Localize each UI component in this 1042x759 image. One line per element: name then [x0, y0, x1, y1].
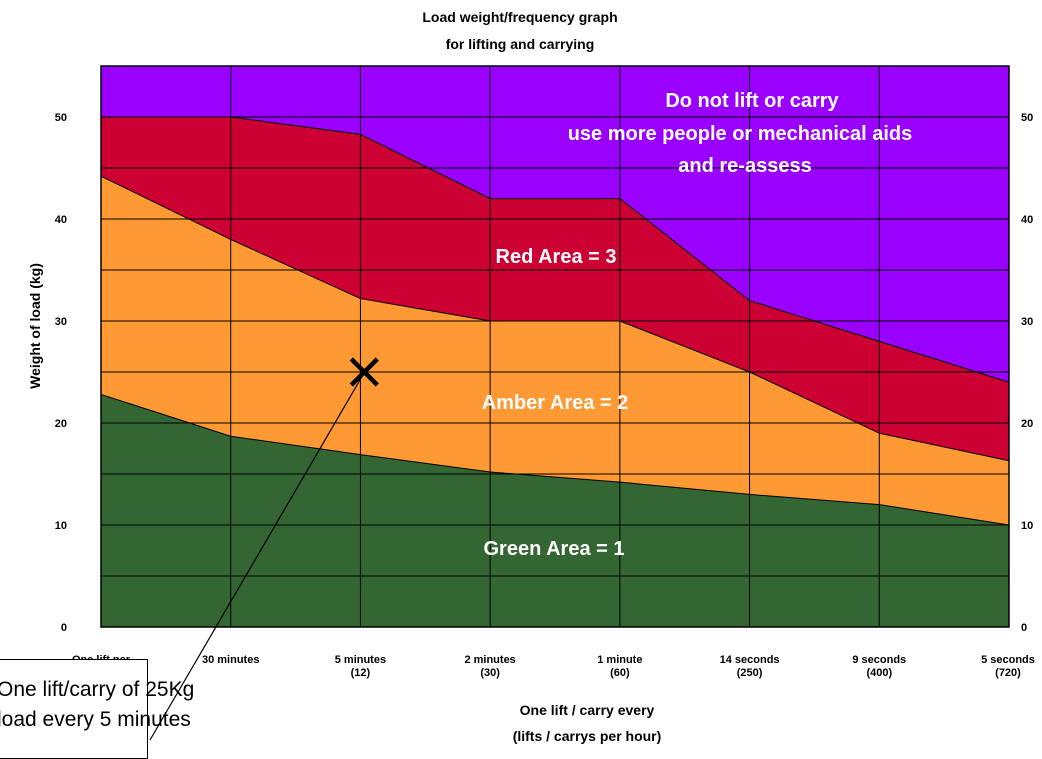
- green-area-label: Green Area = 1: [483, 538, 624, 560]
- y-tick-label-right: 30: [1021, 316, 1033, 328]
- x-axis-label-line-1: One lift / carry every: [520, 702, 655, 718]
- x-category-sublabel: (30): [480, 667, 500, 679]
- annotation-leader-line: [149, 375, 363, 741]
- x-category-sublabel: (250): [737, 667, 763, 679]
- green-boundary-line: [100, 393, 1010, 526]
- x-category-sublabel: (60): [610, 667, 630, 679]
- x-category-label: 30 minutes: [202, 654, 259, 666]
- y-tick-label-left: 20: [55, 418, 67, 430]
- annotation-callout: One lift/carry of 25Kg load every 5 minu…: [0, 659, 195, 759]
- y-tick-label-left: 0: [61, 622, 67, 634]
- x-category-label: 2 minutes: [464, 654, 515, 666]
- chart-title-line-2: for lifting and carrying: [446, 36, 595, 52]
- y-tick-label-right: 50: [1021, 112, 1033, 124]
- y-tick-label-left: 50: [55, 112, 67, 124]
- top-region-label-3: and re-assess: [678, 155, 811, 177]
- y-axis-label: Weight of load (kg): [27, 263, 43, 389]
- annotation-line-2: load every 5 minutes: [0, 708, 191, 731]
- annotation-line-1: One lift/carry of 25Kg: [0, 678, 195, 701]
- amber-boundary-line: [100, 175, 1010, 462]
- plot-frame: [100, 65, 1010, 628]
- top-region-label-1: Do not lift or carry: [665, 90, 839, 112]
- y-tick-label-right: 40: [1021, 214, 1033, 226]
- x-category-sublabel: (720): [995, 667, 1021, 679]
- red-area-label: Red Area = 3: [496, 246, 617, 268]
- y-tick-label-left: 10: [55, 520, 67, 532]
- x-axis-label-line-2: (lifts / carrys per hour): [513, 728, 662, 744]
- y-tick-label-right: 20: [1021, 418, 1033, 430]
- x-category-label: 5 seconds: [981, 654, 1035, 666]
- x-category-label: 9 seconds: [852, 654, 906, 666]
- x-category-label: 5 minutes: [335, 654, 386, 666]
- x-category-label: 14 seconds: [720, 654, 780, 666]
- marker-x-stroke-2: [349, 357, 379, 387]
- chart-title-line-1: Load weight/frequency graph: [422, 9, 617, 25]
- x-category-sublabel: (12): [351, 667, 371, 679]
- red-boundary-line: [101, 116, 1010, 383]
- y-tick-label-left: 30: [55, 316, 67, 328]
- plot-area: [100, 65, 1010, 628]
- x-category-sublabel: (400): [866, 667, 892, 679]
- green-area: [101, 394, 1009, 627]
- amber-area-label: Amber Area = 2: [482, 392, 629, 414]
- y-tick-label-right: 10: [1021, 520, 1033, 532]
- x-category-label: 1 minute: [597, 654, 642, 666]
- y-tick-label-left: 40: [55, 214, 67, 226]
- y-tick-label-right: 0: [1021, 622, 1027, 634]
- top-region-label-2: use more people or mechanical aids: [568, 123, 913, 145]
